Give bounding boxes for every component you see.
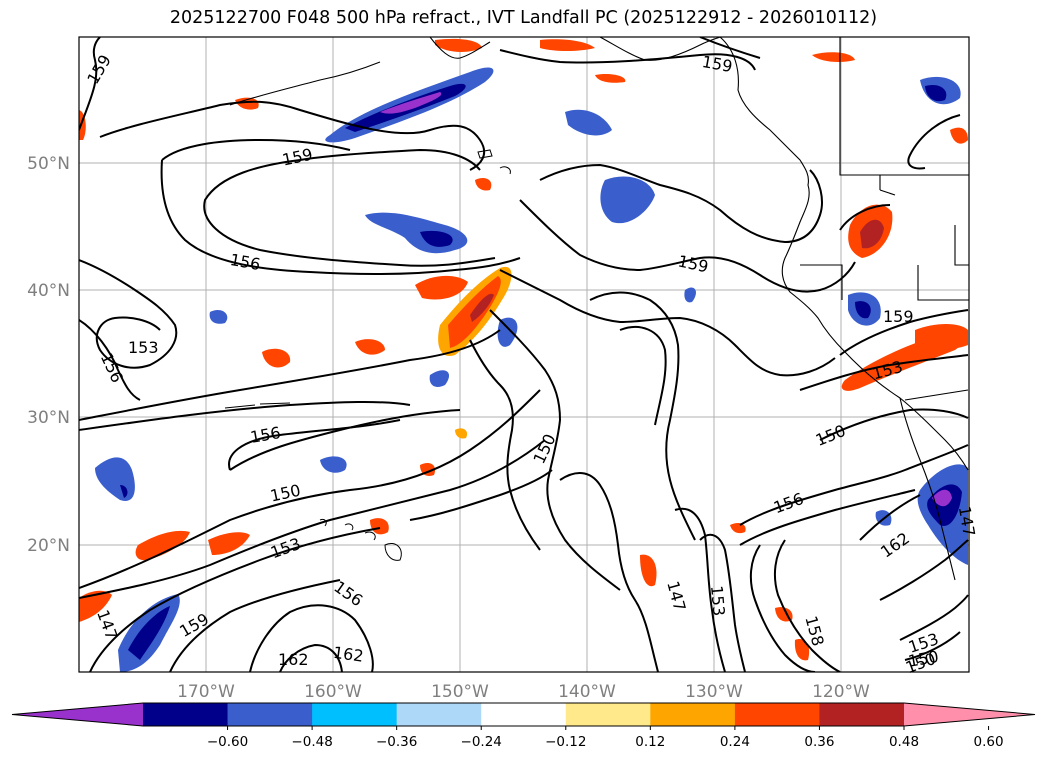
negative-anomaly-region bbox=[932, 489, 952, 507]
negative-anomaly-region bbox=[429, 370, 450, 387]
positive-anomaly-region bbox=[640, 554, 657, 587]
contour-label: 162 bbox=[332, 643, 365, 666]
positive-anomaly-region bbox=[435, 38, 482, 52]
map-title: 2025122700 F048 500 hPa refract., IVT La… bbox=[169, 8, 878, 28]
positive-anomaly-region bbox=[812, 52, 855, 63]
colorbar-extend-max bbox=[904, 703, 1035, 726]
positive-anomaly-region bbox=[470, 293, 494, 322]
lat-label: 50°N bbox=[27, 154, 70, 174]
colorbar-tick-label: −0.36 bbox=[376, 734, 417, 750]
lat-label: 30°N bbox=[27, 408, 70, 428]
positive-anomaly-region bbox=[370, 518, 389, 535]
colorbar-tick-label: −0.24 bbox=[461, 734, 502, 750]
gridlines bbox=[79, 37, 969, 672]
colorbar-segment bbox=[396, 703, 482, 726]
positive-anomaly-region bbox=[135, 530, 190, 561]
colorbar-outline bbox=[11, 702, 1036, 727]
negative-anomaly-region bbox=[684, 287, 696, 303]
negative-anomaly-region bbox=[855, 301, 871, 319]
lat-label: 40°N bbox=[27, 281, 70, 301]
positive-anomaly-region bbox=[235, 97, 259, 110]
positive-anomaly-region bbox=[730, 522, 746, 534]
lat-label: 20°N bbox=[27, 536, 70, 556]
lon-label: 140°W bbox=[558, 682, 616, 702]
colorbar-tick-label: −0.48 bbox=[291, 734, 332, 750]
positive-anomaly-region bbox=[794, 639, 810, 661]
colorbar-segment bbox=[650, 703, 736, 726]
colorbar-segment bbox=[481, 703, 567, 726]
colorbar-segment bbox=[819, 703, 905, 726]
negative-anomaly-region bbox=[565, 109, 612, 136]
negative-anomaly-region bbox=[600, 176, 655, 224]
map-area[interactable] bbox=[79, 37, 969, 672]
map-border bbox=[78, 36, 970, 673]
negative-anomaly-region bbox=[120, 485, 128, 498]
negative-anomaly-region bbox=[209, 310, 228, 324]
colorbar-extend-min bbox=[12, 703, 143, 726]
colorbar-tick-label: 0.60 bbox=[974, 734, 1004, 750]
positive-anomaly-region bbox=[415, 275, 468, 300]
negative-anomaly-region bbox=[420, 230, 453, 247]
positive-anomaly-region bbox=[475, 178, 492, 191]
ivt-shading bbox=[79, 38, 968, 672]
positive-anomaly-region bbox=[915, 324, 968, 350]
lon-label: 160°W bbox=[304, 682, 362, 702]
lon-label: 130°W bbox=[685, 682, 743, 702]
colorbar-tick-label: 0.24 bbox=[720, 734, 750, 750]
negative-anomaly-region bbox=[925, 84, 947, 102]
positive-anomaly-region bbox=[208, 532, 250, 555]
colorbar-tick-label: −0.12 bbox=[545, 734, 586, 750]
lon-label: 170°W bbox=[177, 682, 235, 702]
positive-anomaly-region bbox=[595, 73, 626, 83]
positive-anomaly-region bbox=[79, 590, 112, 622]
colorbar-segment bbox=[312, 703, 398, 726]
positive-anomaly-region bbox=[950, 127, 968, 144]
lon-label: 120°W bbox=[812, 682, 870, 702]
negative-anomaly-region bbox=[497, 317, 518, 347]
negative-anomaly-region bbox=[380, 92, 442, 114]
positive-anomaly-region bbox=[355, 339, 385, 355]
lon-label: 150°W bbox=[431, 682, 489, 702]
colorbar: −0.60 −0.48 −0.36 −0.24 −0.12 0.12 0.24 0.36 0.4… bbox=[11, 702, 1036, 750]
axis-labels: 170°W 160°W 150°W 140°W 130°W 120°W 50°N… bbox=[27, 154, 870, 702]
colorbar-tick-label: 0.12 bbox=[635, 734, 665, 750]
hawaii-islands bbox=[224, 149, 511, 561]
positive-anomaly-region bbox=[262, 348, 291, 368]
colorbar-segment bbox=[734, 703, 820, 726]
colorbar-segment bbox=[143, 703, 229, 726]
negative-anomaly-region bbox=[320, 456, 347, 473]
positive-anomaly-region bbox=[860, 219, 884, 249]
contour-label: 153 bbox=[128, 338, 159, 357]
colorbar-segment bbox=[227, 703, 313, 726]
positive-anomaly-region bbox=[455, 428, 468, 439]
contour-label: 162 bbox=[278, 650, 309, 669]
contour-label: 153 bbox=[707, 585, 729, 617]
positive-anomaly-region bbox=[540, 39, 595, 51]
contour-label: 159 bbox=[883, 307, 914, 326]
colorbar-tick-label: 0.36 bbox=[804, 734, 834, 750]
colorbar-tick-label: −0.60 bbox=[207, 734, 248, 750]
colorbar-segment bbox=[565, 703, 651, 726]
colorbar-tick-label: 0.48 bbox=[889, 734, 919, 750]
negative-anomaly-region bbox=[128, 606, 170, 660]
refractivity-contours bbox=[79, 37, 969, 672]
coastlines bbox=[229, 37, 969, 581]
